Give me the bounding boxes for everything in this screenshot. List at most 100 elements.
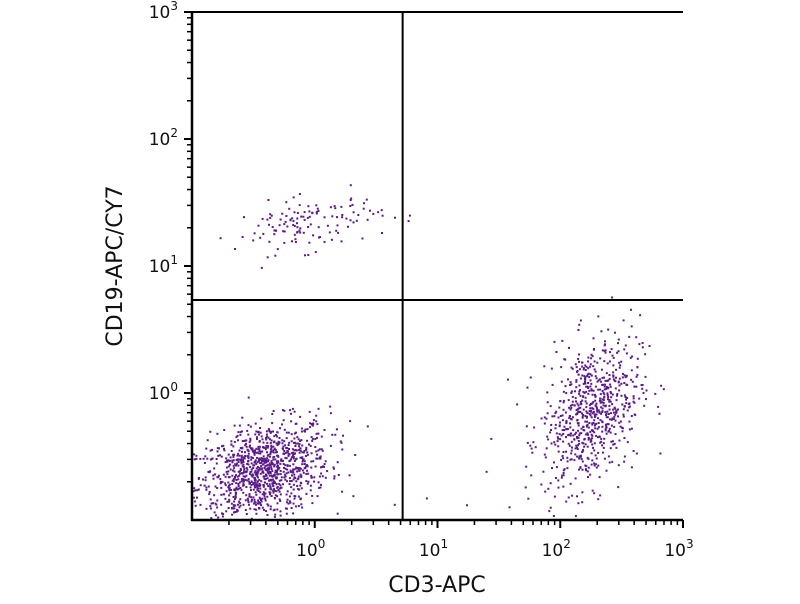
data-point [321,466,324,468]
data-point [261,463,264,466]
data-point [302,471,305,474]
data-point [284,478,287,481]
data-point [608,461,611,464]
data-point [570,391,573,394]
data-point [606,379,609,382]
data-point [567,442,570,445]
data-point [585,416,588,419]
data-point [596,409,599,412]
data-point [340,240,343,243]
data-point [232,478,235,481]
data-point [250,462,253,465]
data-point [254,433,257,436]
data-point [228,484,230,487]
data-point [240,488,243,491]
data-point [329,405,332,408]
data-point [252,239,255,242]
data-point [290,433,293,436]
data-point [287,454,290,457]
data-point [316,207,319,210]
data-point [569,432,572,435]
data-point [579,403,582,406]
data-point [599,393,602,396]
data-point [273,465,276,468]
data-point [589,379,592,382]
data-point [611,417,614,420]
data-point [298,204,301,207]
data-point [269,485,272,488]
data-point [299,481,302,484]
data-point [288,207,291,210]
data-point [192,496,195,499]
data-point [578,434,581,437]
data-point [271,226,274,228]
data-point [259,462,262,465]
data-point [307,226,310,228]
data-point [250,483,253,486]
data-point [288,477,291,480]
data-point [221,445,223,448]
data-point [294,445,297,447]
data-point [213,467,216,470]
data-point [240,478,243,480]
data-point [604,340,606,343]
data-point [263,446,265,449]
data-point [280,476,283,479]
data-point [636,373,639,376]
data-point [608,399,611,401]
data-point [264,468,267,471]
data-point [303,218,306,221]
data-point [290,420,293,423]
data-point [240,462,243,465]
data-point [628,420,631,423]
data-point [557,486,560,489]
data-point [284,220,287,223]
data-point [257,431,260,434]
data-point [543,416,546,419]
data-point [257,460,260,463]
data-point [300,503,303,506]
data-point [615,446,618,449]
data-point [235,479,238,481]
data-point [224,497,227,500]
data-point [623,437,626,439]
data-point [234,494,237,497]
data-point [279,484,282,487]
data-point [237,482,240,485]
data-point [282,452,285,455]
data-point [566,460,569,463]
data-point [269,508,272,511]
data-point [593,449,596,452]
data-point [349,205,352,207]
data-point [352,211,355,214]
data-point [220,455,223,458]
data-point [212,477,215,480]
data-point [377,211,380,214]
data-point [236,508,239,511]
data-point [506,378,509,381]
data-point [247,478,250,481]
data-point [603,437,606,440]
data-point [623,405,626,408]
data-point [249,444,251,447]
data-point [658,412,661,415]
data-point [604,405,607,408]
data-point [624,396,627,399]
data-point [597,426,600,429]
data-point [280,479,283,482]
data-point [320,472,323,475]
data-point [315,414,318,417]
data-point [601,430,604,433]
data-point [561,455,564,457]
data-point [594,454,597,457]
data-point [302,458,305,461]
data-point [620,382,623,385]
data-point [258,484,261,487]
data-point [286,468,289,471]
data-point [332,466,335,469]
data-point [225,459,228,462]
data-point [612,356,615,359]
data-point [228,465,230,468]
data-point [575,444,578,447]
data-point [195,454,198,457]
